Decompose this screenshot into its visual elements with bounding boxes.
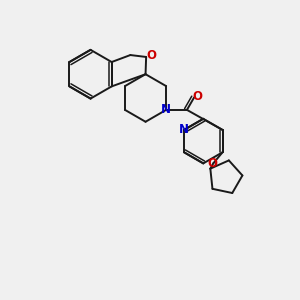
Text: O: O bbox=[146, 49, 157, 62]
Text: N: N bbox=[179, 123, 189, 136]
Text: N: N bbox=[161, 103, 171, 116]
Text: O: O bbox=[193, 89, 202, 103]
Text: O: O bbox=[207, 157, 217, 170]
